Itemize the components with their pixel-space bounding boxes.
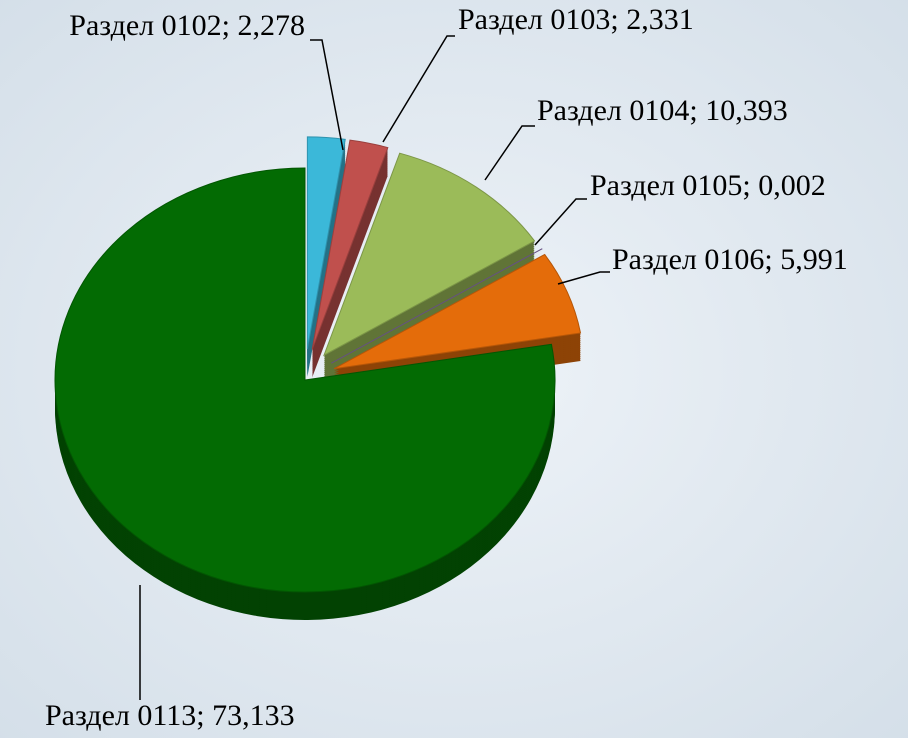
- data-label: Раздел 0105; 0,002: [590, 169, 826, 202]
- leader-line: [484, 125, 535, 181]
- slice-side: [331, 254, 542, 370]
- leader-line: [382, 35, 455, 143]
- data-label: Раздел 0102; 2,278: [69, 9, 305, 42]
- slice: [311, 139, 389, 350]
- labels: Раздел 0102; 2,278 Раздел 0103; 2,331 Разд…: [45, 3, 848, 732]
- slice: [54, 167, 556, 593]
- slice-side: [331, 252, 542, 368]
- data-label: Раздел 0103; 2,331: [458, 3, 694, 36]
- pie-tops: [54, 136, 582, 593]
- slice: [331, 248, 543, 364]
- leader-line: [310, 39, 344, 151]
- data-label: Раздел 0113; 73,133: [45, 699, 295, 732]
- data-label: Раздел 0104; 10,393: [537, 94, 788, 127]
- slice: [323, 152, 536, 357]
- slice: [306, 136, 346, 349]
- leader-line: [534, 198, 587, 246]
- slice: [333, 253, 582, 370]
- data-label: Раздел 0106; 5,991: [612, 243, 848, 276]
- slice-side: [331, 250, 542, 366]
- leader-line: [557, 271, 610, 285]
